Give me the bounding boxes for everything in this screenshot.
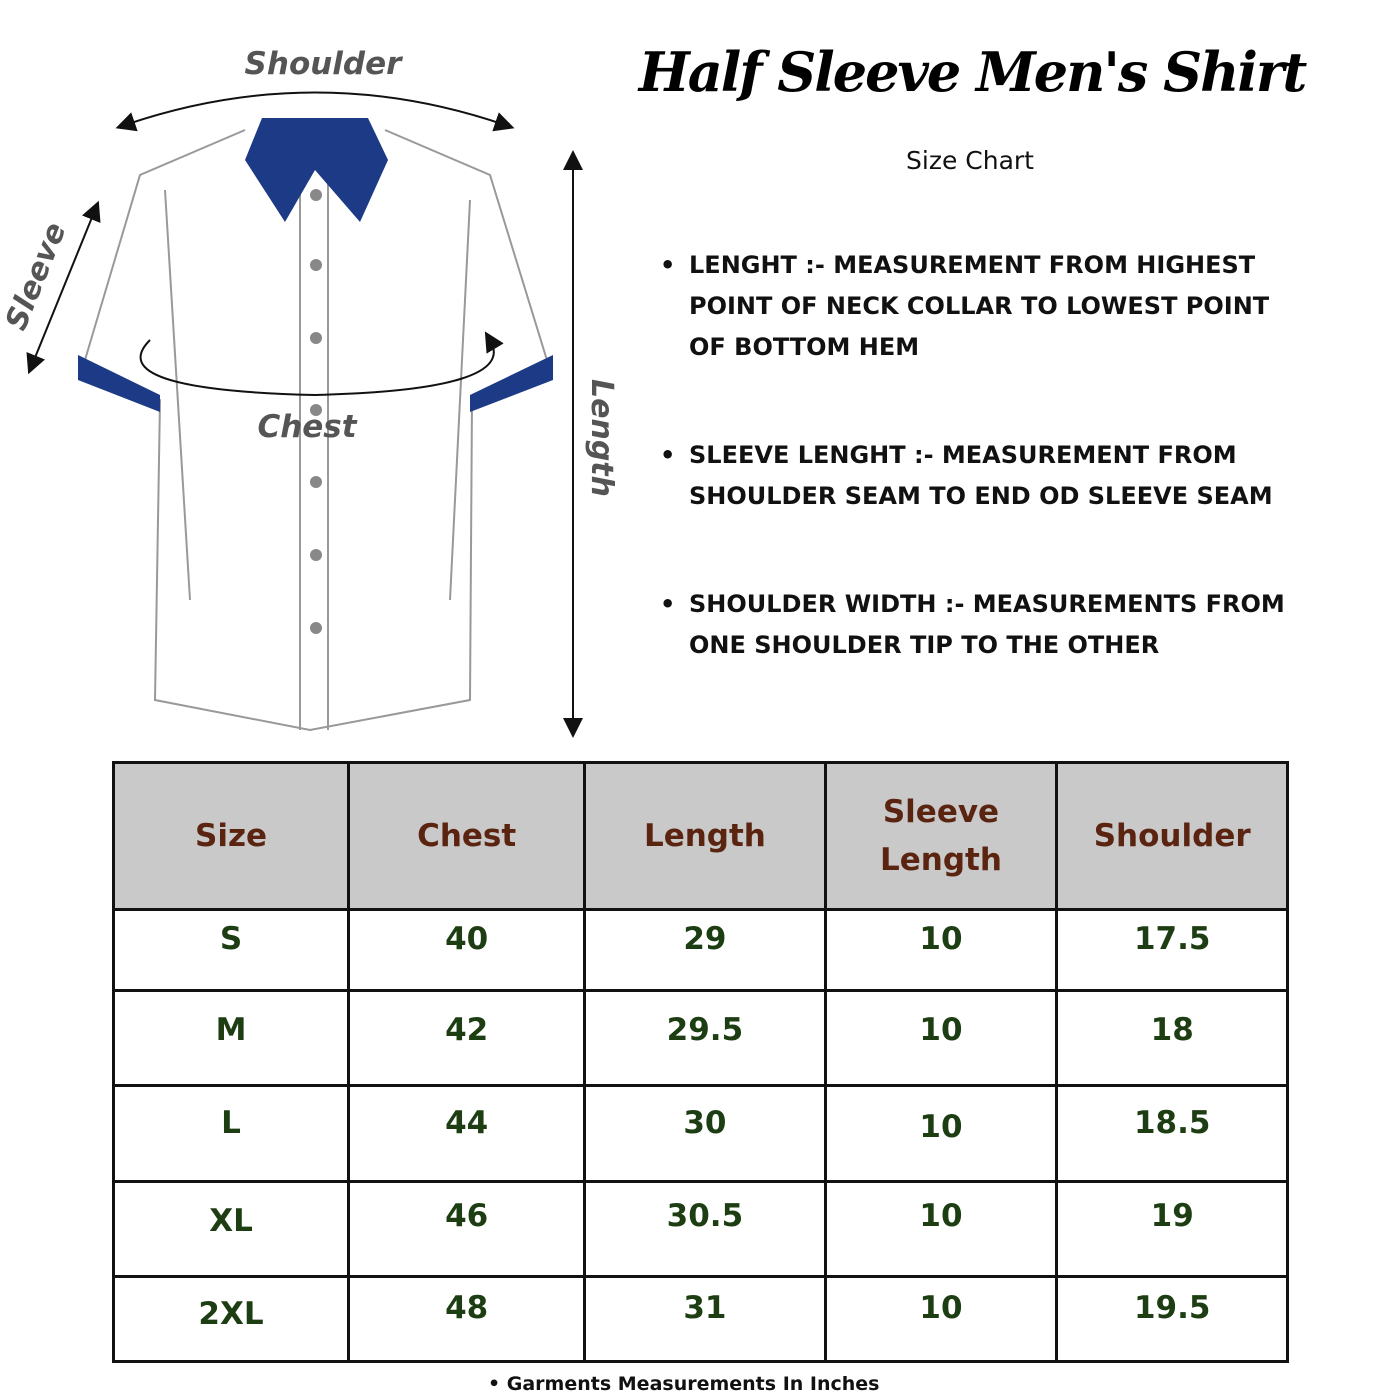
- cell-chest: 44: [347, 1084, 587, 1183]
- cell-shoulder: 19.5: [1055, 1275, 1289, 1363]
- measurement-arrows: [26, 91, 583, 738]
- header-length: Length: [583, 761, 827, 911]
- size-table: Size Chest Length Sleeve Length Shoulder…: [111, 761, 1289, 1363]
- cell-size: L: [111, 1084, 351, 1183]
- table-header-row: Size Chest Length Sleeve Length Shoulder: [111, 761, 1289, 911]
- cell-length: 30: [583, 1084, 827, 1183]
- chest-label: Chest: [257, 409, 357, 445]
- length-label: Length: [584, 379, 619, 497]
- cell-chest: 46: [347, 1180, 587, 1278]
- cell-length: 29: [583, 908, 827, 992]
- table-row: S 40 29 10 17.5: [111, 908, 1289, 992]
- cell-length: 31: [583, 1275, 827, 1363]
- definition-shoulder-width: SHOULDER WIDTH :- MEASUREMENTS FROM ONE …: [660, 584, 1380, 666]
- sleeve-label: Sleeve: [0, 218, 73, 335]
- cell-chest: 42: [347, 989, 587, 1087]
- cell-chest: 40: [347, 908, 587, 992]
- cell-size: 2XL: [111, 1275, 351, 1363]
- page-title: Half Sleeve Men's Shirt: [638, 40, 1308, 104]
- cell-sleeve-length: 10: [823, 1275, 1059, 1363]
- cell-sleeve-length: 10: [823, 989, 1059, 1087]
- shirt-measurement-diagram: Shoulder Chest Sleeve Length: [0, 46, 619, 738]
- cell-chest: 48: [347, 1275, 587, 1363]
- cell-sleeve-length: 10: [823, 1180, 1059, 1278]
- definition-sleeve-length: SLEEVE LENGHT :- MEASUREMENT FROM SHOULD…: [660, 435, 1380, 517]
- cell-length: 29.5: [583, 989, 827, 1087]
- cell-size: S: [111, 908, 351, 992]
- header-shoulder: Shoulder: [1055, 761, 1289, 911]
- definition-length: LENGHT :- MEASUREMENT FROM HIGHEST POINT…: [660, 245, 1380, 368]
- cell-size: XL: [111, 1180, 351, 1278]
- header-sleeve-length: Sleeve Length: [823, 761, 1059, 911]
- collar: [78, 118, 553, 412]
- shirt-outline: [80, 129, 552, 732]
- table-row: M 42 29.5 10 18: [111, 989, 1289, 1087]
- cell-sleeve-length: 10: [823, 1084, 1059, 1183]
- cell-shoulder: 18.5: [1055, 1084, 1289, 1183]
- cell-shoulder: 19: [1055, 1180, 1289, 1278]
- footer-note: Garments Measurements In Inches: [488, 1373, 880, 1395]
- table-row: L 44 30 10 18.5: [111, 1084, 1289, 1183]
- cell-size: M: [111, 989, 351, 1087]
- cell-shoulder: 17.5: [1055, 908, 1289, 992]
- page-subtitle: Size Chart: [906, 146, 1034, 175]
- shoulder-label: Shoulder: [245, 46, 404, 82]
- cell-sleeve-length: 10: [823, 908, 1059, 992]
- table-row: XL 46 30.5 10 19: [111, 1180, 1289, 1278]
- cell-shoulder: 18: [1055, 989, 1289, 1087]
- cell-length: 30.5: [583, 1180, 827, 1278]
- buttons: [310, 189, 322, 634]
- table-row: 2XL 48 31 10 19.5: [111, 1275, 1289, 1363]
- header-chest: Chest: [347, 761, 587, 911]
- header-size: Size: [111, 761, 351, 911]
